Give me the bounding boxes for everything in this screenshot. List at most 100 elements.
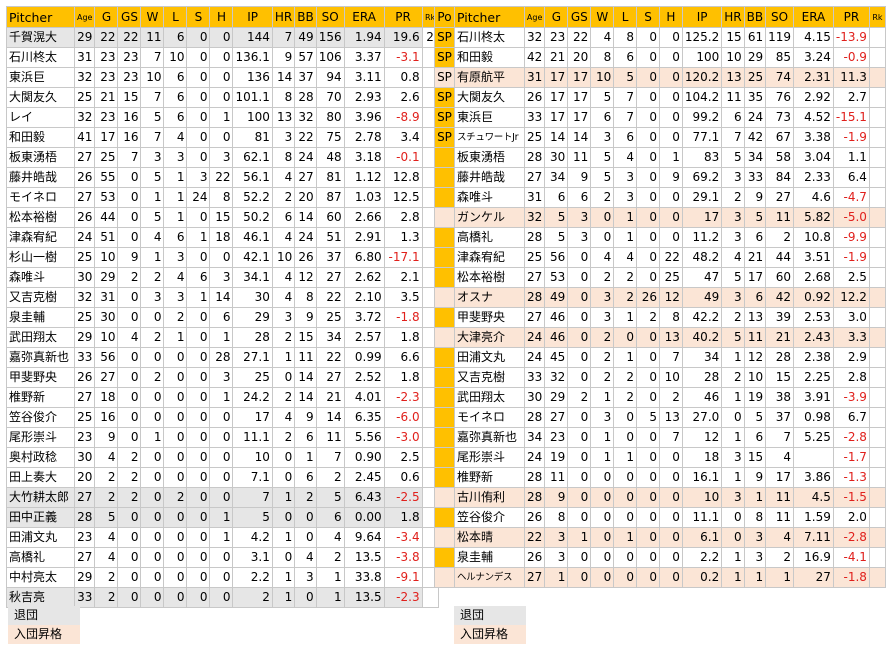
stat-s: 0	[636, 367, 660, 388]
stat-h: 1	[658, 147, 683, 168]
stat-era: 2.78	[343, 127, 385, 148]
stat-so: 6	[315, 507, 345, 528]
right-table-row: 笠谷俊介 26 8 0 0 0 0 0 11.1 0 8 11 1.59 2.0	[434, 507, 886, 528]
stat-so: 7	[765, 427, 795, 448]
stat-hr: 4	[271, 227, 296, 248]
stat-bb: 25	[743, 67, 767, 88]
stat-era: 13.5	[343, 547, 385, 568]
stat-pr: 2.7	[832, 87, 870, 108]
stat-era: 2.53	[793, 307, 834, 328]
pitcher-name: 松本裕樹	[6, 207, 75, 228]
stat-hr: 7	[271, 27, 296, 48]
header-h: H	[658, 6, 683, 28]
stat-era: 1.59	[793, 507, 834, 528]
pitcher-name: モイネロ	[453, 407, 525, 428]
stat-g: 8	[544, 507, 569, 528]
stat-hr: 0	[271, 447, 296, 468]
pitcher-name: 森唯斗	[6, 267, 75, 288]
stat-hr: 0	[721, 407, 745, 428]
stat-pr: 2.5	[383, 447, 423, 468]
position-cell	[434, 327, 455, 348]
stat-l: 2	[163, 487, 188, 508]
stat-h: 22	[658, 247, 683, 268]
stat-h: 0	[209, 127, 234, 148]
stat-age: 27	[73, 147, 96, 168]
stat-age: 25	[73, 247, 96, 268]
stat-so: 94	[315, 67, 345, 88]
stat-h: 3	[209, 367, 234, 388]
stat-pr: -2.8	[832, 527, 870, 548]
pitcher-name: 和田毅	[6, 127, 75, 148]
rank-cell	[868, 87, 886, 108]
stat-hr: 2	[271, 387, 296, 408]
stat-g: 5	[544, 207, 569, 228]
rank-cell	[868, 287, 886, 308]
left-table-row: 中村亮太 29 2 0 0 0 0 0 2.2 1 3 1 33.8 -9.1	[6, 567, 439, 588]
stat-w: 0	[140, 467, 165, 488]
stat-g: 3	[544, 547, 569, 568]
stat-gs: 0	[567, 287, 592, 308]
stat-w: 3	[140, 147, 165, 168]
stat-age: 29	[73, 327, 96, 348]
stat-g: 10	[94, 247, 119, 268]
pitcher-name: 甲斐野央	[6, 367, 75, 388]
stat-s: 0	[186, 107, 211, 128]
stat-g: 17	[544, 67, 569, 88]
header-gs: GS	[117, 6, 142, 28]
stat-pr: 12.8	[383, 167, 423, 188]
stat-pr: 1.8	[383, 367, 423, 388]
stat-h: 0	[209, 427, 234, 448]
stat-w: 0	[140, 387, 165, 408]
stat-ip: 30	[232, 287, 273, 308]
right-table-row: SP 大関友久 26 17 17 5 7 0 0 104.2 11 35 76 2.92 2.7	[434, 87, 886, 108]
stat-l: 4	[613, 147, 638, 168]
stat-gs: 0	[117, 547, 142, 568]
stat-gs: 0	[117, 427, 142, 448]
stat-era: 2.10	[343, 287, 385, 308]
stat-l: 0	[613, 547, 638, 568]
stat-g: 25	[94, 147, 119, 168]
stat-g: 49	[544, 287, 569, 308]
rank-cell	[868, 547, 886, 568]
header-age: Age	[523, 6, 546, 28]
stat-bb: 3	[743, 527, 767, 548]
right-table-row: 嘉弥真新也 34 23 0 1 0 0 7 12 1 6 7 5.25 -2.8	[434, 427, 886, 448]
pitcher-name: 大竹耕太郎	[6, 487, 75, 508]
header-w: W	[590, 6, 615, 28]
stat-ip: 40.2	[681, 327, 723, 348]
stat-s: 0	[186, 507, 211, 528]
stat-g: 23	[544, 427, 569, 448]
stat-era: 3.11	[343, 67, 385, 88]
right-table-row: オスナ 28 49 0 3 2 26 12 49 3 6 42 0.92 12.2	[434, 287, 886, 308]
stat-hr: 7	[721, 127, 745, 148]
stat-s: 0	[636, 527, 660, 548]
stat-pr: 1.8	[383, 327, 423, 348]
rank-cell	[868, 267, 886, 288]
position-cell	[434, 287, 455, 308]
stat-ip: 144	[232, 27, 273, 48]
right-table-row: 椎野新 28 11 0 0 0 0 0 16.1 1 9 17 3.86 -1.3	[434, 467, 886, 488]
stat-pr: -13.9	[832, 27, 870, 48]
stat-g: 5	[94, 507, 119, 528]
stat-bb: 2	[294, 487, 317, 508]
pitcher-name: モイネロ	[6, 187, 75, 208]
stat-w: 0	[140, 527, 165, 548]
pitcher-name: 椎野新	[453, 467, 525, 488]
stat-gs: 0	[117, 567, 142, 588]
pitcher-name: 田浦文丸	[6, 527, 75, 548]
stat-age: 29	[73, 27, 96, 48]
stat-l: 1	[163, 207, 188, 228]
stat-hr: 0	[721, 507, 745, 528]
stat-bb: 0	[294, 527, 317, 548]
stat-gs: 0	[567, 407, 592, 428]
stat-bb: 5	[743, 207, 767, 228]
stat-l: 6	[613, 127, 638, 148]
header-age: Age	[73, 6, 96, 28]
stat-ip: 28	[232, 327, 273, 348]
stat-h: 0	[209, 247, 234, 268]
stat-h: 1	[209, 107, 234, 128]
rank-cell	[868, 107, 886, 128]
stat-age: 33	[523, 367, 546, 388]
stat-w: 2	[140, 267, 165, 288]
stat-w: 1	[590, 387, 615, 408]
